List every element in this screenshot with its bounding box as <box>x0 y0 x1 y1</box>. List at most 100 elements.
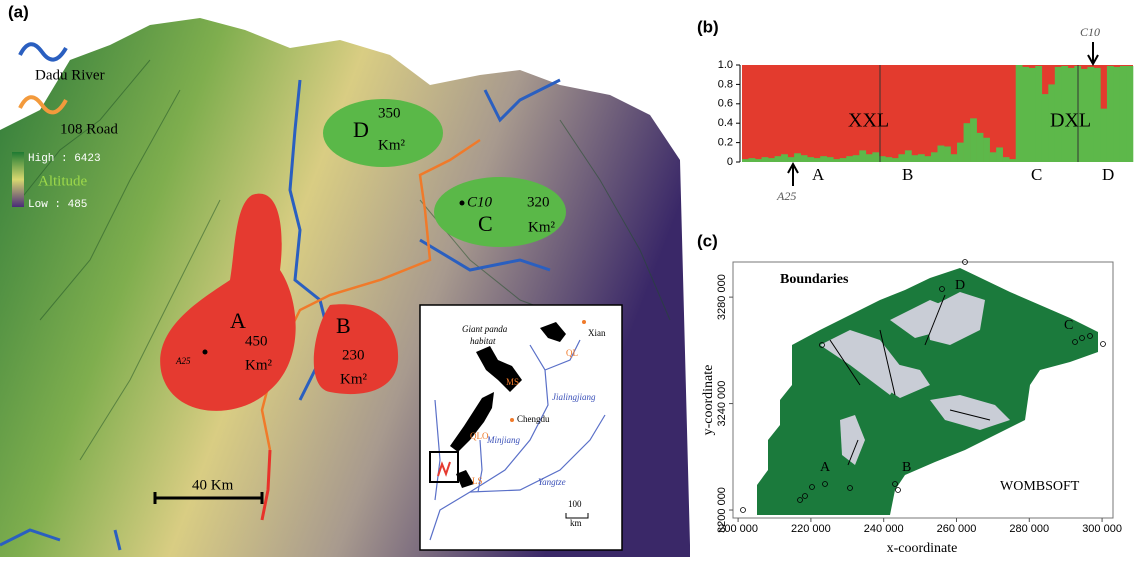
legend-high: High : 6423 <box>28 153 101 165</box>
bar <box>898 154 905 162</box>
region-unit: Km² <box>245 357 273 373</box>
cluster-label: XXL <box>848 110 889 132</box>
inset-scale: 100 <box>568 499 582 509</box>
bar <box>788 157 795 162</box>
annotation: C10 <box>1080 25 1100 39</box>
bar <box>1107 66 1114 162</box>
bar <box>768 158 775 162</box>
bar <box>905 150 912 162</box>
bar <box>833 159 840 162</box>
panel-label: (b) <box>697 17 719 36</box>
scale-label: 40 Km <box>192 477 234 493</box>
x-tick-label: 280 000 <box>1009 523 1049 535</box>
inset-river-label: Minjiang <box>486 435 520 445</box>
region-unit: Km² <box>340 371 368 387</box>
bar <box>807 157 814 162</box>
legend-road: 108 Road <box>60 121 118 137</box>
inset-place: QL <box>566 348 578 358</box>
sample-dot <box>203 350 208 355</box>
bar <box>1016 65 1023 162</box>
bar <box>977 133 984 162</box>
bar <box>938 146 945 162</box>
bar <box>885 157 892 162</box>
bar <box>846 156 853 162</box>
bar <box>892 158 899 162</box>
arrow <box>788 164 798 186</box>
bar <box>827 157 834 162</box>
bar <box>820 156 827 162</box>
bar <box>924 156 931 162</box>
bar <box>970 118 977 162</box>
group-label: D <box>1102 165 1114 184</box>
bar <box>990 152 997 162</box>
group-label: A <box>812 165 825 184</box>
bar <box>742 159 749 162</box>
region-name: B <box>336 313 351 338</box>
software: WOMBSOFT <box>1000 479 1080 494</box>
group-label: B <box>902 165 913 184</box>
bar <box>781 154 788 162</box>
y-tick-label: 0.8 <box>718 78 733 90</box>
panel-label: (c) <box>697 231 718 250</box>
bar <box>775 156 782 162</box>
altitude-bar <box>12 152 24 207</box>
region-area: 350 <box>378 105 401 121</box>
legend-low: Low : 485 <box>28 199 87 211</box>
bar <box>964 123 971 162</box>
bar <box>866 154 873 162</box>
y-tick-label: 0 <box>727 156 733 168</box>
figure: (a) Dadu River 108 Road High : 6423 Alti… <box>0 0 1135 557</box>
region-area: 320 <box>527 194 550 210</box>
bar <box>755 159 762 162</box>
region-name: A <box>230 308 246 333</box>
population-label: C <box>1064 318 1073 333</box>
bar <box>749 158 756 162</box>
sample-label: C10 <box>467 194 493 210</box>
x-axis-label: x-coordinate <box>887 541 958 556</box>
sample-label: A25 <box>175 356 191 366</box>
y-axis-label: y-coordinate <box>701 365 716 436</box>
y-tick-label: 3200 000 <box>716 487 728 533</box>
bar <box>872 152 879 162</box>
inset-river-label: Jialingjiang <box>552 392 596 402</box>
bar <box>814 158 821 162</box>
bar <box>762 157 769 162</box>
inset-place: Chengdu <box>517 414 550 424</box>
bar <box>931 152 938 162</box>
region-name: D <box>353 117 369 142</box>
map-title: Boundaries <box>780 272 849 287</box>
region-area: 230 <box>342 347 365 363</box>
region-area: 450 <box>245 333 268 349</box>
x-tick-label: 240 000 <box>864 523 904 535</box>
y-tick-label: 3240 000 <box>716 381 728 427</box>
bar <box>1042 94 1049 162</box>
bar <box>1126 66 1133 162</box>
bar <box>1100 109 1107 162</box>
sample-dot <box>460 201 465 206</box>
bar <box>996 147 1003 162</box>
population-label: A <box>820 460 831 475</box>
inset-place: LS <box>472 476 483 486</box>
inset-place: MS <box>506 377 519 387</box>
legend-altitude: Altitude <box>38 173 88 189</box>
inset-habitat: Giant panda <box>462 324 508 334</box>
bar <box>951 154 958 162</box>
page: Figure {"panel_a": {"label": "(a)", "leg… <box>0 0 1135 557</box>
region-c <box>434 177 566 247</box>
bar <box>1120 66 1127 162</box>
y-tick-label: 1.0 <box>718 59 733 71</box>
bar <box>1035 66 1042 162</box>
x-tick-label: 300 000 <box>1082 523 1122 535</box>
bar <box>911 155 918 162</box>
cluster-label: DXL <box>1050 110 1091 132</box>
city-dot <box>510 418 514 422</box>
y-tick-label: 0.4 <box>718 117 733 129</box>
bar <box>1009 159 1016 162</box>
city-dot <box>582 320 586 324</box>
bar <box>840 158 847 162</box>
y-tick-label: 0.2 <box>718 137 733 149</box>
arrow <box>1088 42 1098 64</box>
inset <box>420 305 622 550</box>
inset-habitat: habitat <box>470 336 496 346</box>
river-legend <box>20 44 66 59</box>
